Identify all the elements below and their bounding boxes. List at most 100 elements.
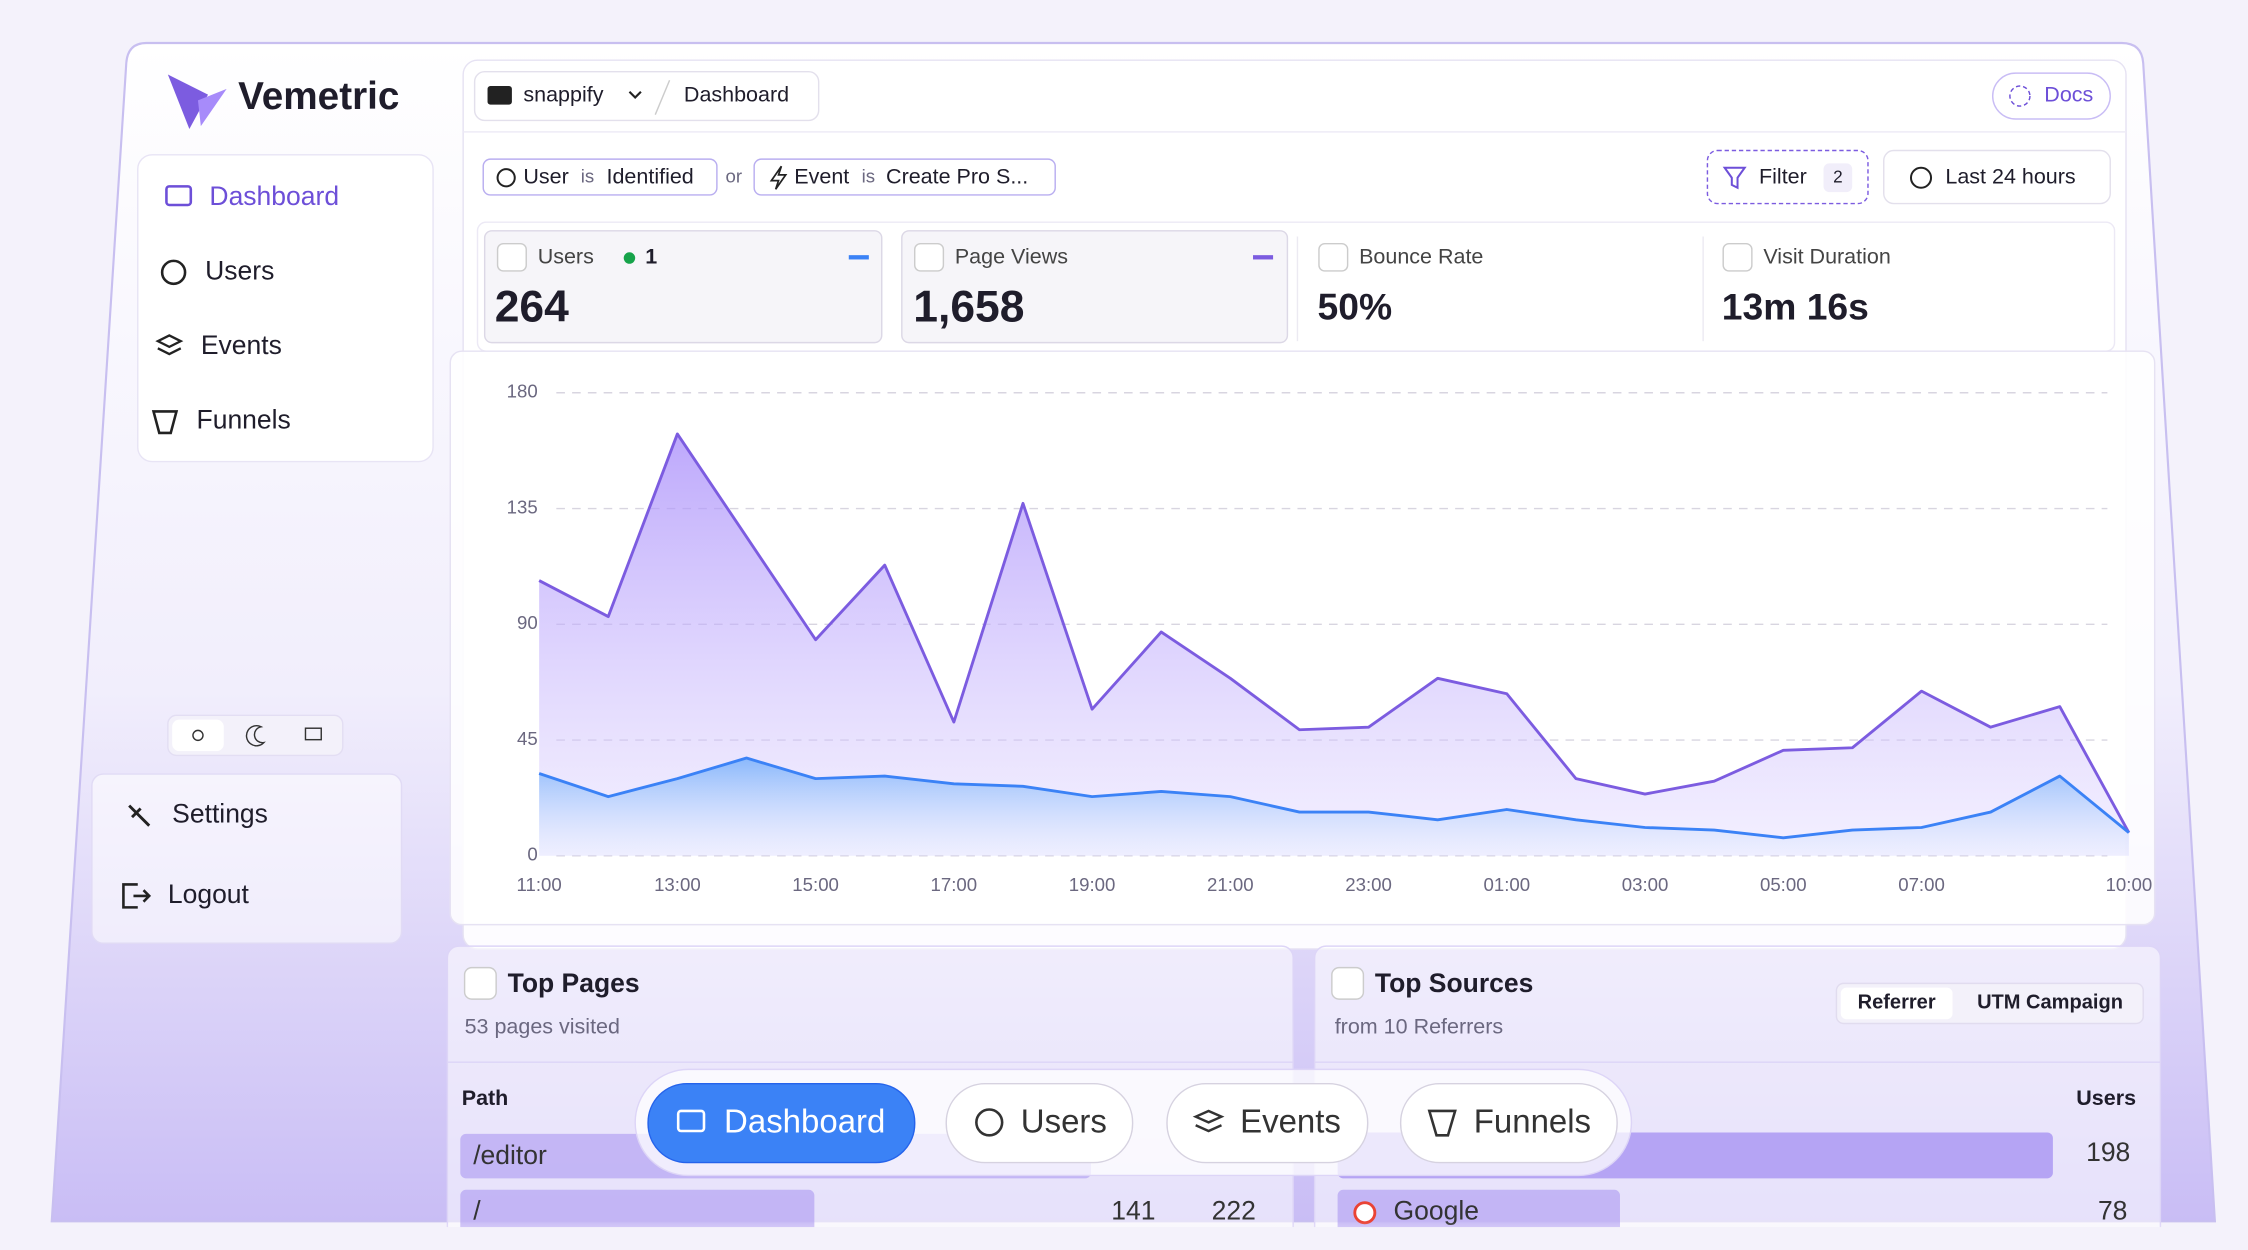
badge	[1823, 163, 1853, 193]
cell: 198	[2086, 1137, 2130, 1167]
y-tick-label: 135	[507, 496, 538, 517]
nav-label: Events	[1240, 1103, 1341, 1140]
filter-value: Create Pro S...	[886, 164, 1028, 188]
nav-label: Funnels	[1474, 1103, 1591, 1140]
cell: 141	[1111, 1196, 1155, 1226]
y-tick-label: 0	[527, 844, 537, 865]
stat-label: Users	[538, 245, 594, 269]
icon	[160, 259, 187, 286]
x-tick-label: 01:00	[1483, 874, 1530, 895]
x-tick-label: 03:00	[1622, 874, 1669, 895]
docs-button[interactable]	[1991, 72, 2111, 120]
icon	[1331, 966, 1365, 1000]
icon	[1427, 1109, 1457, 1137]
series-key	[848, 255, 869, 260]
page-path: /editor	[473, 1140, 547, 1170]
x-tick-label: 21:00	[1207, 874, 1254, 895]
brand-name: Vemetric	[238, 75, 399, 118]
x-tick-label: 05:00	[1760, 874, 1807, 895]
icon	[128, 804, 151, 827]
nav-button-active[interactable]	[647, 1082, 916, 1164]
icon	[913, 242, 945, 272]
tab-active	[1840, 987, 1953, 1020]
column-header: Path	[462, 1086, 509, 1110]
filter-op: is	[862, 166, 875, 187]
logo	[167, 74, 209, 130]
cell: 78	[2098, 1196, 2127, 1226]
stat-label: Bounce Rate	[1359, 245, 1483, 269]
sidebar-bottom	[91, 773, 403, 944]
icon	[496, 242, 527, 272]
icon	[496, 168, 516, 188]
stat-card[interactable]	[483, 230, 883, 344]
bottom-edge	[0, 1227, 2248, 1250]
filter-label: Filter	[1759, 164, 1807, 188]
chart: 0 45 90 135 180 11:00 13:00 15:00 17:00 19:00 21:0…	[507, 381, 2153, 895]
nav-button[interactable]	[945, 1082, 1134, 1164]
tab[interactable]: Referrer	[1858, 992, 1936, 1014]
page-path: /	[473, 1196, 481, 1226]
chevron	[628, 90, 642, 99]
nav-item[interactable]: Dashboard	[209, 181, 339, 211]
stat-value: 1,658	[913, 282, 1024, 331]
project-name[interactable]: snappify	[523, 83, 603, 107]
icon	[165, 185, 193, 207]
range-label: Last 24 hours	[1945, 164, 2075, 188]
stat-value: 264	[495, 282, 569, 331]
icon	[1192, 1109, 1225, 1133]
x-tick-label: 10:00	[2106, 874, 2153, 895]
cell: 222	[1212, 1196, 1256, 1226]
logout-link[interactable]: Logout	[168, 879, 250, 909]
x-tick-label: 19:00	[1069, 874, 1116, 895]
stat-value: 50%	[1318, 285, 1393, 327]
project-icon	[487, 86, 512, 105]
nav-button[interactable]	[1166, 1082, 1369, 1164]
nav-item[interactable]: Events	[201, 330, 282, 360]
y-tick-label: 180	[507, 381, 538, 402]
icon	[1722, 242, 1753, 272]
line	[538, 756, 2130, 840]
y-tick-label: 45	[517, 728, 538, 749]
docs-label: Docs	[2044, 83, 2093, 107]
separator	[654, 79, 671, 115]
stat-card[interactable]	[901, 230, 1289, 344]
x-tick-label: 07:00	[1898, 874, 1945, 895]
filter-joiner: or	[725, 166, 742, 187]
live-count: 1	[645, 245, 657, 269]
filter-field: Event	[794, 164, 849, 188]
y-tick-label: 90	[517, 612, 538, 633]
icon	[463, 966, 497, 1000]
nav-button[interactable]	[1399, 1082, 1618, 1164]
google-icon	[1353, 1201, 1377, 1225]
icon	[122, 883, 152, 909]
source-name: Google	[1393, 1196, 1478, 1226]
stat-value: 13m 16s	[1722, 285, 1869, 327]
settings-link[interactable]: Settings	[172, 799, 268, 829]
filter-op: is	[581, 166, 594, 187]
icon	[155, 334, 184, 356]
icon	[1318, 242, 1349, 272]
nav-item[interactable]: Funnels	[197, 404, 291, 434]
nav-item[interactable]: Users	[205, 255, 274, 285]
series-key	[1253, 255, 1274, 260]
filter-chip[interactable]	[482, 158, 718, 196]
card-title: Top Sources	[1375, 968, 1534, 998]
sidebar-panel	[137, 154, 434, 463]
stat-label: Page Views	[955, 245, 1068, 269]
nav-active-bg	[149, 166, 422, 230]
range-button[interactable]	[1883, 149, 2111, 205]
tab[interactable]: UTM Campaign	[1977, 992, 2123, 1014]
icon-screen	[304, 727, 322, 741]
filter-chip[interactable]	[753, 158, 1056, 196]
filter-count: 2	[1833, 166, 1843, 186]
icon-sun	[192, 729, 204, 742]
icon	[769, 165, 788, 190]
x-tick-label: 11:00	[517, 874, 562, 895]
icon	[1722, 166, 1747, 190]
icon	[975, 1108, 1004, 1137]
icon-moon	[245, 725, 266, 747]
logo-accent	[197, 88, 227, 127]
x-tick-label: 17:00	[931, 874, 978, 895]
